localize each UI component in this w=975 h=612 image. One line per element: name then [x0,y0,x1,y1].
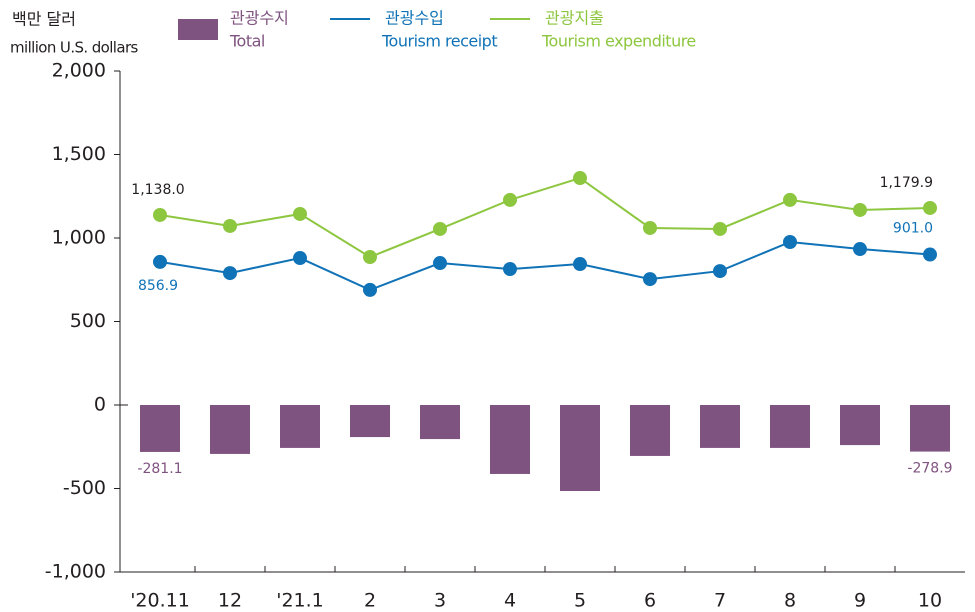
y-tick-label: 1,000 [52,227,106,249]
legend-label-en: Tourism expenditure [541,32,696,51]
bar [770,405,810,448]
point [153,207,167,222]
y-axis-label: 백만 달러 [12,10,76,29]
x-tick-label: '20.11 [130,590,190,612]
x-tick-label: 5 [574,590,586,612]
bar [280,405,320,448]
point [503,262,517,277]
point [433,221,447,236]
bar [560,405,600,492]
x-tick-label: 9 [854,590,866,612]
y-tick-label: -1,000 [45,561,106,583]
bar [350,405,390,438]
bar [210,405,250,454]
point [293,206,307,221]
x-tick-label: 3 [434,590,446,612]
point [573,257,587,272]
point [573,171,587,186]
y-axis-label-en: million U.S. dollars [10,39,139,57]
point [713,221,727,236]
data-label: 901.0 [893,221,933,237]
bar [700,405,740,448]
point [853,242,867,257]
point [643,272,657,287]
point [783,235,797,250]
bar [420,405,460,440]
point [223,266,237,281]
line [159,240,931,292]
point [783,192,797,207]
data-label: 1,138.0 [131,182,184,198]
x-tick-label: 6 [644,590,656,612]
point [153,254,167,269]
point [223,218,237,233]
bar [490,405,530,474]
y-tick-label: 1,500 [52,143,106,165]
legend-label: 관광수지 [230,9,289,28]
point [363,282,377,297]
line [159,176,931,259]
point [503,192,517,207]
point [853,202,867,217]
legend-label-en: Total [229,32,265,51]
point [433,256,447,271]
data-label: -278.9 [907,461,952,477]
x-tick-label: 10 [918,590,942,612]
y-tick-label: 0 [94,394,106,416]
y-tick-label: -500 [63,477,106,499]
bar [630,405,670,456]
legend-label-en: Tourism receipt [381,32,497,51]
point [923,200,937,215]
x-tick-label: 4 [504,590,516,612]
legend-swatch [178,19,218,40]
legend-label: 관광지출 [545,9,604,28]
x-tick-label: 2 [364,590,376,612]
point [363,250,377,265]
bar [840,405,880,446]
legend-label: 관광수입 [385,9,444,28]
point [293,251,307,266]
y-tick-label: 500 [70,310,106,332]
bar [910,405,950,452]
data-label: -281.1 [137,461,182,477]
bar [140,405,180,452]
x-tick-label: '21.1 [276,590,324,612]
x-tick-label: 8 [784,590,796,612]
x-tick-label: 7 [714,590,726,612]
data-label: 856.9 [138,278,178,294]
x-tick-label: 12 [218,590,242,612]
point [713,264,727,279]
point [923,247,937,262]
point [643,220,657,235]
data-label: 1,179.9 [880,175,933,191]
y-tick-label: 2,000 [52,60,106,82]
